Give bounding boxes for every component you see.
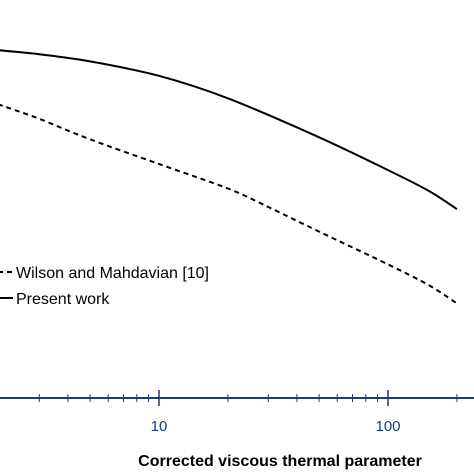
legend-label-0: Wilson and Mahdavian [10] xyxy=(16,265,209,282)
x-axis-tick-labels: 10 100 xyxy=(151,418,401,435)
series-lines xyxy=(0,49,458,305)
x-axis-ticks xyxy=(38,390,458,406)
series-line-0 xyxy=(0,103,458,305)
legend: Wilson and Mahdavian [10] Present work xyxy=(0,265,209,308)
x-axis-title: Corrected viscous thermal parameter xyxy=(138,453,422,470)
x-tick-label: 10 xyxy=(151,418,168,435)
x-tick-label: 100 xyxy=(375,418,400,435)
legend-label-1: Present work xyxy=(16,291,110,308)
series-line-1 xyxy=(0,49,458,210)
